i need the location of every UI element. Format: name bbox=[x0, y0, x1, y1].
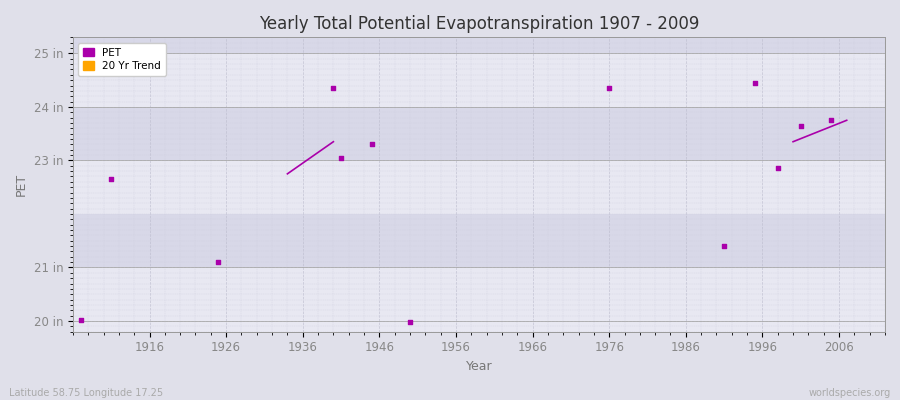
Bar bbox=[73, 214, 885, 268]
Point bbox=[74, 317, 88, 323]
Point bbox=[824, 117, 839, 124]
Text: worldspecies.org: worldspecies.org bbox=[809, 388, 891, 398]
X-axis label: Year: Year bbox=[465, 360, 492, 373]
Text: Latitude 58.75 Longitude 17.25: Latitude 58.75 Longitude 17.25 bbox=[9, 388, 163, 398]
Bar bbox=[73, 107, 885, 160]
Point bbox=[770, 165, 785, 172]
Point bbox=[364, 141, 379, 148]
Point bbox=[104, 176, 119, 182]
Point bbox=[334, 154, 348, 161]
Legend: PET, 20 Yr Trend: PET, 20 Yr Trend bbox=[78, 42, 166, 76]
Title: Yearly Total Potential Evapotranspiration 1907 - 2009: Yearly Total Potential Evapotranspiratio… bbox=[259, 15, 699, 33]
Bar bbox=[73, 160, 885, 214]
Point bbox=[602, 85, 616, 91]
Bar bbox=[73, 268, 885, 321]
Bar bbox=[73, 37, 885, 53]
Bar bbox=[73, 53, 885, 107]
Point bbox=[794, 122, 808, 129]
Point bbox=[717, 243, 732, 249]
Point bbox=[403, 319, 418, 325]
Point bbox=[326, 85, 340, 91]
Point bbox=[212, 259, 226, 265]
Point bbox=[748, 80, 762, 86]
Y-axis label: PET: PET bbox=[15, 173, 28, 196]
